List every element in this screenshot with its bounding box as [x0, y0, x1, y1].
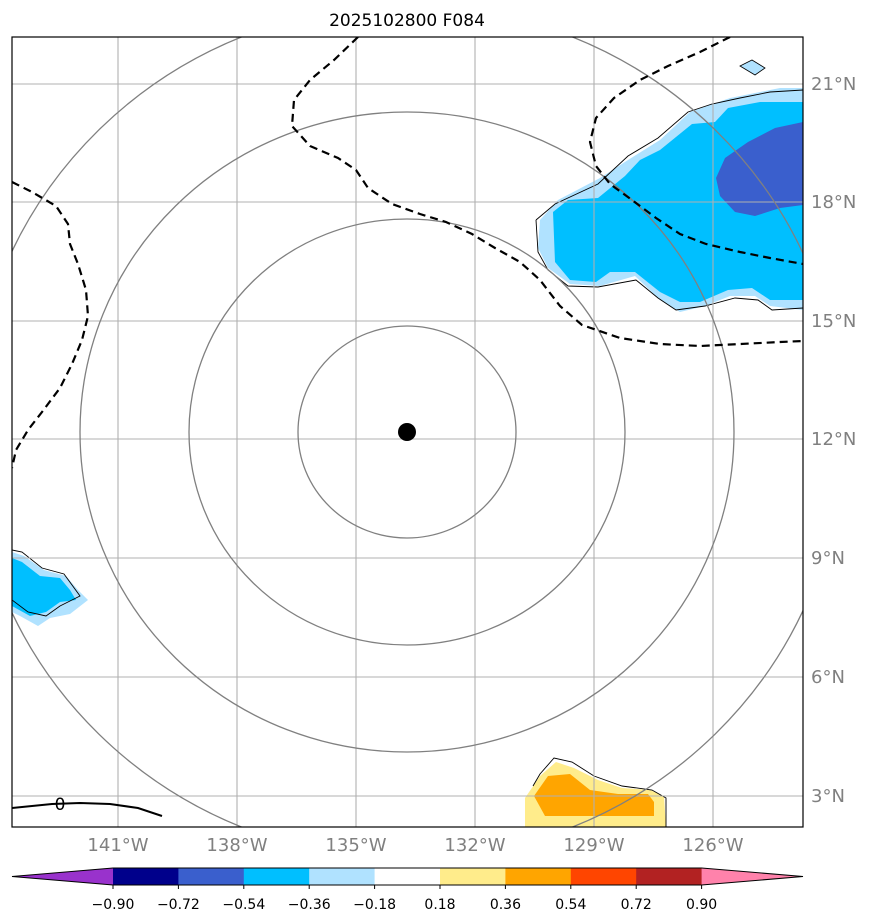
colorbar-segment: [636, 868, 703, 885]
lat-label-12n: 12°N: [811, 429, 856, 450]
blue-region-west-mid: [12, 558, 76, 616]
lon-label-141w: 141°W: [87, 835, 148, 856]
solid-contour-zero: [12, 801, 163, 817]
blue-speck-northeast: [739, 59, 766, 76]
latitude-labels: 21°N 18°N 15°N 12°N 9°N 6°N 3°N: [811, 74, 856, 807]
range-ring-3: [79, 111, 735, 753]
lon-label-132w: 132°W: [444, 835, 505, 856]
colorbar-tick-label: −0.18: [353, 897, 396, 913]
colorbar-segment: [178, 868, 245, 885]
range-ring-1: [297, 325, 517, 539]
storm-center-marker: [398, 423, 416, 441]
colorbar-tick-label: 0.72: [621, 897, 652, 913]
colorbar-segment: [113, 868, 179, 885]
colorbar-segment: [374, 868, 441, 885]
colorbar-extension-high: [701, 868, 803, 885]
lat-label-21n: 21°N: [811, 74, 856, 95]
lat-label-9n: 9°N: [811, 548, 845, 569]
colorbar-segment: [505, 868, 572, 885]
map-area: 0: [12, 37, 803, 827]
range-ring-2: [188, 218, 626, 646]
outline-west: [12, 549, 81, 617]
lat-label-15n: 15°N: [811, 311, 856, 332]
contours: [12, 37, 803, 817]
colorbar-tick-label: −0.54: [222, 897, 265, 913]
colorbar-extension-low: [12, 868, 113, 885]
colorbar-tick-label: 0.18: [424, 897, 455, 913]
lon-label-126w: 126°W: [682, 835, 743, 856]
lat-label-18n: 18°N: [811, 192, 856, 213]
lon-label-135w: 135°W: [325, 835, 386, 856]
colorbar-tick-label: −0.90: [92, 897, 135, 913]
colorbar-tick-label: 0.36: [490, 897, 521, 913]
colorbar-segment: [309, 868, 376, 885]
map-frame: [11, 36, 804, 828]
colorbar-segment: [243, 868, 310, 885]
blue-region-northeast-dark: [716, 122, 803, 216]
figure-title: 2025102800 F084: [329, 11, 485, 31]
range-rings: [12, 37, 803, 827]
lat-label-6n: 6°N: [811, 667, 845, 688]
colorbar-tick-label: −0.72: [157, 897, 200, 913]
dashed-contour-west: [12, 181, 90, 469]
dashed-contour-northeast: [588, 37, 803, 266]
lon-label-138w: 138°W: [206, 835, 267, 856]
lon-label-129w: 129°W: [563, 835, 624, 856]
colorbar-segment: [440, 868, 506, 885]
colorbar-segment: [570, 868, 637, 885]
contour-label-zero: 0: [55, 795, 66, 815]
colorbar: −0.90 −0.72 −0.54 −0.36 −0.18 0.18 0.36 0.54 0.7…: [11, 867, 804, 913]
colorbar-tick-label: 0.90: [686, 897, 717, 913]
longitude-labels: 141°W 138°W 135°W 132°W 129°W 126°W: [87, 835, 743, 856]
colorbar-tick-label: −0.36: [288, 897, 331, 913]
lat-label-3n: 3°N: [811, 786, 845, 807]
dashed-contour-central: [290, 37, 803, 348]
colorbar-tick-label: 0.54: [555, 897, 586, 913]
